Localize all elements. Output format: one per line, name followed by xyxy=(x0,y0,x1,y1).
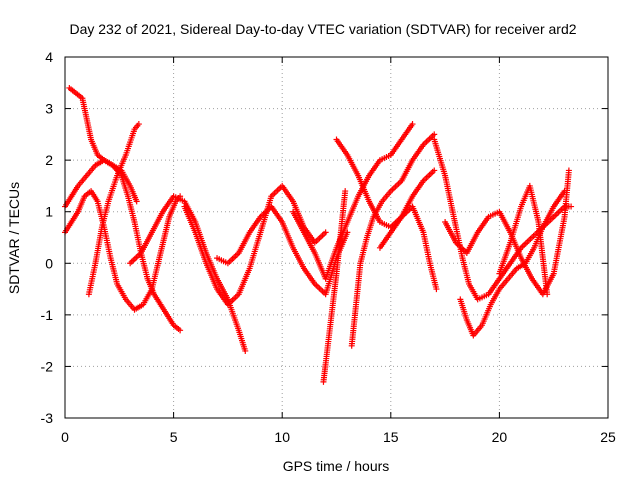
series-1 xyxy=(62,157,183,333)
data-points xyxy=(62,85,574,385)
y-tick-label: 3 xyxy=(45,101,53,117)
chart: Day 232 of 2021, Sidereal Day-to-day VTE… xyxy=(0,0,640,480)
x-axis-label: GPS time / hours xyxy=(283,458,390,474)
series-8 xyxy=(290,121,415,282)
y-tick-label: -1 xyxy=(41,307,54,323)
series-9 xyxy=(320,188,348,385)
series-12 xyxy=(377,204,439,293)
y-tick-label: 4 xyxy=(45,49,53,65)
y-axis-label: SDTVAR / TECUs xyxy=(6,182,22,294)
x-tick-label: 10 xyxy=(274,429,290,445)
x-tick-label: 15 xyxy=(383,429,399,445)
y-tick-label: 0 xyxy=(45,255,53,271)
y-tick-label: 2 xyxy=(45,152,53,168)
x-tick-label: 0 xyxy=(61,429,69,445)
series-11 xyxy=(349,131,438,348)
x-tick-label: 25 xyxy=(600,429,616,445)
x-tick-label: 20 xyxy=(492,429,508,445)
y-tick-label: -3 xyxy=(41,410,54,426)
x-tick-label: 5 xyxy=(170,429,178,445)
chart-title: Day 232 of 2021, Sidereal Day-to-day VTE… xyxy=(69,21,576,37)
y-tick-label: 1 xyxy=(45,204,53,220)
y-tick-label: -2 xyxy=(41,358,54,374)
